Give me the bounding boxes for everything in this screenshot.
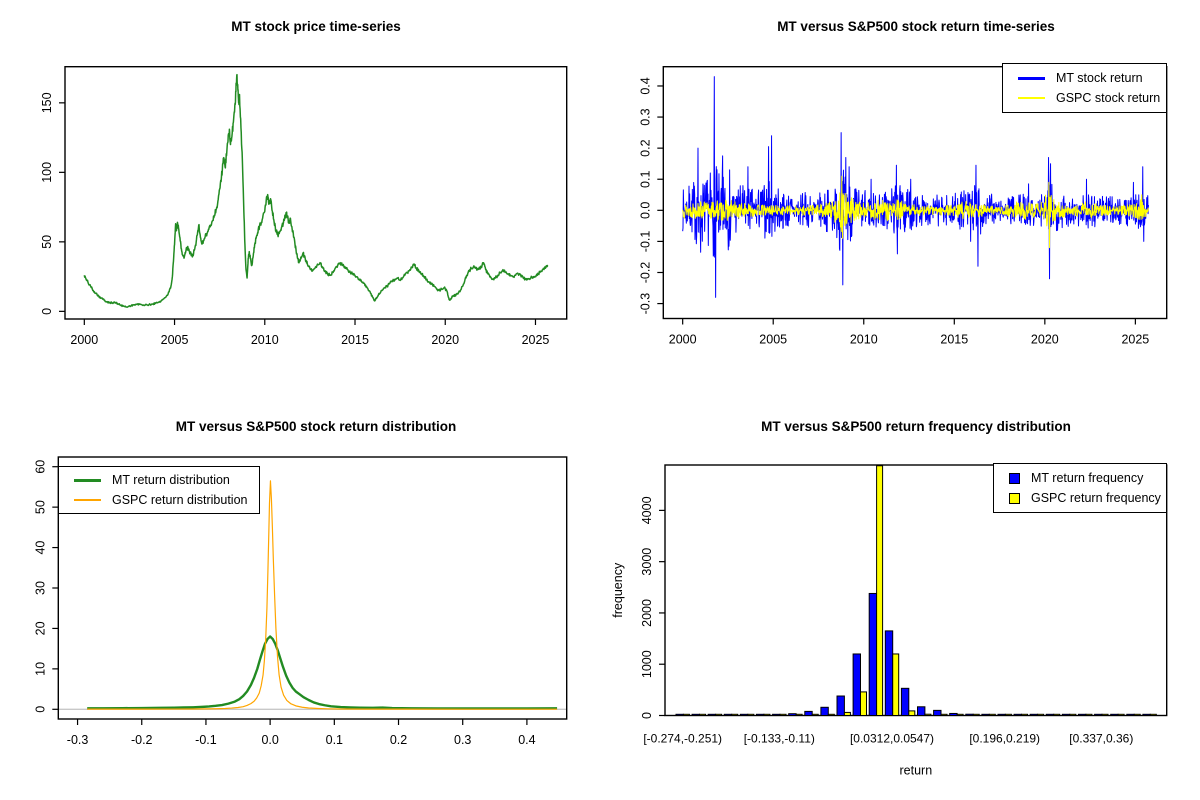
histogram-plot: 0 1000 2000 3000 4000 [-0.274,-0.251) [-0.133,…	[611, 464, 1168, 778]
svg-text:2000: 2000	[70, 333, 98, 347]
svg-text:[-0.133,-0.11): [-0.133,-0.11)	[744, 732, 815, 746]
histogram-legend: MT return frequency GSPC return frequenc…	[993, 463, 1167, 513]
svg-text:0: 0	[40, 308, 54, 315]
svg-text:2000: 2000	[640, 599, 654, 627]
legend-item-mt-stock-return: MT stock return	[1018, 71, 1166, 86]
legend-item-gspc-frequency: GSPC return frequency	[1009, 491, 1166, 506]
legend-label: MT return frequency	[1031, 471, 1144, 485]
svg-text:[0.196,0.219): [0.196,0.219)	[969, 732, 1040, 746]
returns-chart-title: MT versus S&P500 stock return time-serie…	[777, 19, 1055, 34]
gspc-distribution-line-swatch-icon	[74, 499, 101, 501]
svg-text:2020: 2020	[431, 333, 459, 347]
mt-distribution-line-swatch-icon	[74, 478, 101, 482]
svg-text:frequency: frequency	[611, 562, 625, 618]
panel-return-distribution: -0.3 -0.2 -0.1 0.0 0.1 0.2 0.3 0.4 0 10 20 30 40 50 60…	[0, 400, 600, 800]
svg-text:[0.337,0.36): [0.337,0.36)	[1069, 732, 1133, 746]
mt-frequency-square-swatch-icon	[1009, 472, 1020, 484]
svg-text:2025: 2025	[522, 333, 550, 347]
price-chart-title: MT stock price time-series	[231, 19, 401, 34]
svg-text:-0.1: -0.1	[195, 733, 217, 747]
price-plot: 2000 2005 2010 2015 2020 2025 0 50 100 150	[40, 65, 568, 347]
svg-text:2000: 2000	[669, 333, 697, 347]
svg-text:2015: 2015	[341, 333, 369, 347]
svg-text:2020: 2020	[1031, 333, 1059, 347]
legend-item-gspc-distribution: GSPC return distribution	[74, 493, 259, 508]
legend-label: GSPC return frequency	[1031, 491, 1161, 505]
svg-text:150: 150	[40, 92, 54, 113]
svg-text:30: 30	[33, 581, 47, 595]
svg-text:0.3: 0.3	[638, 108, 652, 125]
density-chart-title: MT versus S&P500 stock return distributi…	[175, 419, 457, 434]
svg-text:-0.3: -0.3	[638, 293, 652, 315]
legend-label: MT stock return	[1056, 71, 1143, 85]
density-legend: MT return distribution GSPC return distr…	[58, 466, 260, 514]
legend-item-mt-distribution: MT return distribution	[74, 473, 259, 488]
svg-text:0.0: 0.0	[261, 733, 278, 747]
svg-text:50: 50	[33, 500, 47, 514]
svg-text:60: 60	[33, 460, 47, 474]
svg-text:[-0.274,-0.251): [-0.274,-0.251)	[643, 732, 722, 746]
svg-text:2010: 2010	[251, 333, 279, 347]
svg-text:2015: 2015	[940, 333, 968, 347]
svg-text:100: 100	[40, 162, 54, 183]
svg-text:0: 0	[640, 712, 654, 719]
mt-return-line-swatch-icon	[1018, 76, 1045, 80]
svg-text:-0.2: -0.2	[131, 733, 153, 747]
svg-text:0: 0	[33, 706, 47, 713]
legend-item-mt-frequency: MT return frequency	[1009, 471, 1166, 486]
svg-text:0.3: 0.3	[454, 733, 471, 747]
gspc-frequency-square-swatch-icon	[1009, 492, 1020, 504]
svg-text:0.2: 0.2	[390, 733, 407, 747]
svg-text:0.1: 0.1	[326, 733, 343, 747]
legend-label: MT return distribution	[112, 473, 230, 487]
svg-text:2010: 2010	[850, 333, 878, 347]
svg-text:1000: 1000	[640, 650, 654, 678]
legend-label: GSPC stock return	[1056, 91, 1161, 105]
svg-text:0.4: 0.4	[638, 77, 652, 94]
returns-plot: 2000 2005 2010 2015 2020 2025 -0.3 -0.2 -0.1 0.0 0…	[638, 65, 1168, 347]
svg-text:50: 50	[40, 235, 54, 249]
svg-text:3000: 3000	[640, 548, 654, 576]
svg-text:2025: 2025	[1121, 333, 1149, 347]
svg-text:-0.1: -0.1	[638, 231, 652, 253]
gspc-return-line-swatch-icon	[1018, 97, 1045, 99]
svg-text:2005: 2005	[161, 333, 189, 347]
svg-text:40: 40	[33, 541, 47, 555]
svg-text:0.4: 0.4	[518, 733, 535, 747]
svg-text:return: return	[900, 764, 933, 778]
svg-text:2005: 2005	[759, 333, 787, 347]
svg-text:10: 10	[33, 662, 47, 676]
svg-text:[0.0312,0.0547): [0.0312,0.0547)	[850, 732, 934, 746]
panel-price-timeseries: 2000 2005 2010 2015 2020 2025 0 50 100 150 MT sto…	[0, 0, 600, 400]
svg-text:4000: 4000	[640, 496, 654, 524]
histogram-chart-title: MT versus S&P500 return frequency distri…	[761, 419, 1071, 434]
svg-text:-0.2: -0.2	[638, 262, 652, 284]
panel-return-timeseries: 2000 2005 2010 2015 2020 2025 -0.3 -0.2 -0.1 0.0 0…	[600, 0, 1200, 400]
svg-text:0.1: 0.1	[638, 171, 652, 188]
returns-legend: MT stock return GSPC stock return	[1002, 63, 1167, 113]
legend-item-gspc-stock-return: GSPC stock return	[1018, 91, 1166, 106]
svg-text:0.2: 0.2	[638, 139, 652, 156]
legend-label: GSPC return distribution	[112, 493, 248, 507]
svg-text:-0.3: -0.3	[67, 733, 89, 747]
svg-text:0.0: 0.0	[638, 202, 652, 219]
density-plot: -0.3 -0.2 -0.1 0.0 0.1 0.2 0.3 0.4 0 10 20 30 40 50 60	[33, 456, 568, 747]
panel-return-frequency: 0 1000 2000 3000 4000 [-0.274,-0.251) [-0.133,…	[600, 400, 1200, 800]
svg-text:20: 20	[33, 621, 47, 635]
